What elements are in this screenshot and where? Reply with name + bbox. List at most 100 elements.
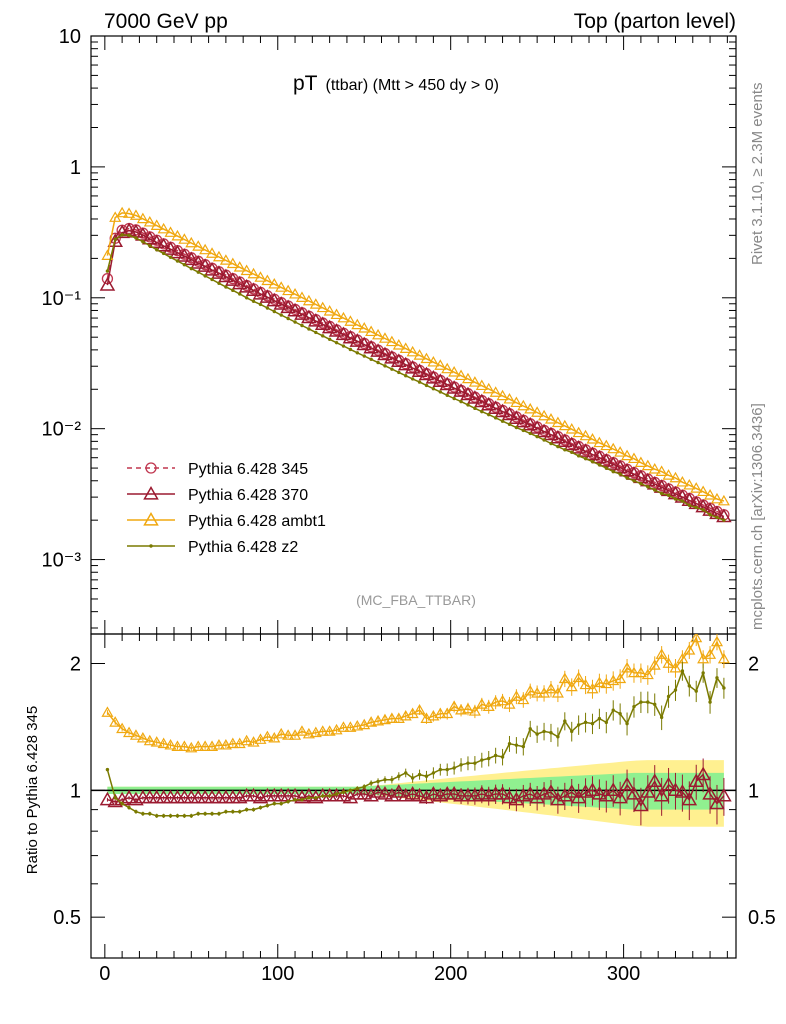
- data-point: [482, 382, 495, 394]
- data-point: [365, 325, 378, 337]
- data-point: [600, 439, 613, 451]
- legend-swatch-marker: [143, 485, 159, 500]
- ratio-point: [363, 787, 379, 802]
- data-point: [404, 373, 408, 378]
- data-point: [280, 299, 296, 314]
- data-point: [427, 355, 440, 367]
- data-point: [134, 236, 138, 240]
- data-point: [294, 306, 310, 320]
- data-point: [418, 366, 435, 381]
- rivet-label: Rivet 3.1.10, ≥ 2.3M events: [749, 83, 766, 266]
- data-point: [591, 449, 608, 464]
- y-tick-label: 10⁻¹: [42, 288, 82, 310]
- data-point: [99, 277, 116, 291]
- data-point: [468, 376, 481, 387]
- data-point: [413, 349, 426, 360]
- ratio-point: [446, 786, 462, 800]
- data-point: [577, 443, 594, 457]
- ratio-point: [531, 687, 544, 698]
- data-point: [245, 282, 262, 296]
- data-point: [496, 389, 509, 401]
- ratio-point: [123, 726, 136, 738]
- ratio-point: [715, 676, 719, 680]
- data-point: [252, 285, 269, 300]
- ratio-point: [648, 659, 661, 670]
- ratio-point: [653, 787, 670, 802]
- ratio-point: [185, 741, 198, 753]
- data-point: [556, 444, 560, 449]
- legend-label: Pythia 6.428 345: [188, 461, 308, 478]
- legend: Pythia 6.428 345 Pythia 6.428 370 Pythia 6…: [127, 461, 326, 556]
- ratio-point: [293, 798, 297, 802]
- data-point: [565, 423, 578, 434]
- data-point: [475, 379, 488, 391]
- ratio-point: [272, 801, 276, 806]
- ratio-point: [611, 708, 615, 712]
- ratio-point: [501, 789, 518, 804]
- ratio-point: [605, 782, 622, 796]
- analysis-label: (MC_FBA_TTBAR): [356, 592, 476, 608]
- data-point: [489, 386, 502, 397]
- legend-swatch-marker: [145, 462, 157, 474]
- ratio-point: [528, 727, 532, 731]
- ratio-point: [655, 648, 668, 659]
- ratio-point: [632, 704, 636, 709]
- data-point: [148, 243, 152, 248]
- ratio-point: [378, 713, 392, 725]
- data-point: [618, 472, 622, 476]
- ratio-point: [101, 706, 114, 717]
- data-point: [231, 275, 248, 290]
- ratio-point: [558, 672, 571, 684]
- ratio-point: [570, 729, 574, 734]
- ratio-point: [702, 786, 718, 800]
- ratio-point: [688, 773, 705, 788]
- data-point: [514, 425, 519, 430]
- data-point: [302, 294, 315, 306]
- ratio-point: [521, 744, 526, 749]
- ratio-point: [390, 777, 394, 782]
- data-point: [715, 515, 719, 520]
- ratio-point: [474, 786, 490, 800]
- data-point: [406, 345, 419, 357]
- ratio-point: [240, 734, 253, 746]
- ratio-point: [434, 707, 447, 719]
- ratio-point: [384, 787, 400, 802]
- ratio-point: [369, 781, 373, 785]
- ratio-point: [543, 784, 559, 798]
- legend-label: Pythia 6.428 z2: [188, 539, 298, 556]
- data-point: [579, 429, 592, 441]
- ratio-point: [105, 767, 110, 772]
- data-point: [123, 207, 136, 218]
- ratio-point: [199, 740, 212, 751]
- ratio-point: [466, 761, 470, 765]
- ratio-point: [659, 715, 664, 720]
- ratio-point: [612, 789, 628, 804]
- data-point: [487, 400, 504, 414]
- ratio-point: [565, 680, 578, 692]
- data-point: [701, 508, 705, 512]
- data-point: [390, 367, 394, 371]
- data-point: [508, 410, 525, 424]
- ratio-series-line: [106, 636, 725, 749]
- ratio-point: [604, 720, 609, 725]
- ratio-point: [282, 729, 295, 740]
- data-point: [639, 481, 643, 486]
- ratio-point: [690, 634, 703, 643]
- data-point: [411, 363, 428, 378]
- data-point: [607, 442, 620, 454]
- ratio-point: [418, 789, 435, 804]
- data-point: [517, 399, 530, 411]
- ratio-point: [625, 721, 629, 726]
- data-point: [254, 271, 267, 282]
- data-point: [542, 438, 546, 442]
- data-point: [424, 383, 429, 388]
- data-point: [272, 309, 276, 314]
- data-point: [632, 479, 636, 483]
- data-point: [669, 471, 682, 483]
- data-point: [316, 301, 329, 313]
- ratio-point: [493, 753, 498, 758]
- ratio-point: [335, 787, 352, 802]
- ratio-point: [129, 729, 142, 740]
- ratio-point: [667, 782, 684, 796]
- data-point: [563, 448, 567, 452]
